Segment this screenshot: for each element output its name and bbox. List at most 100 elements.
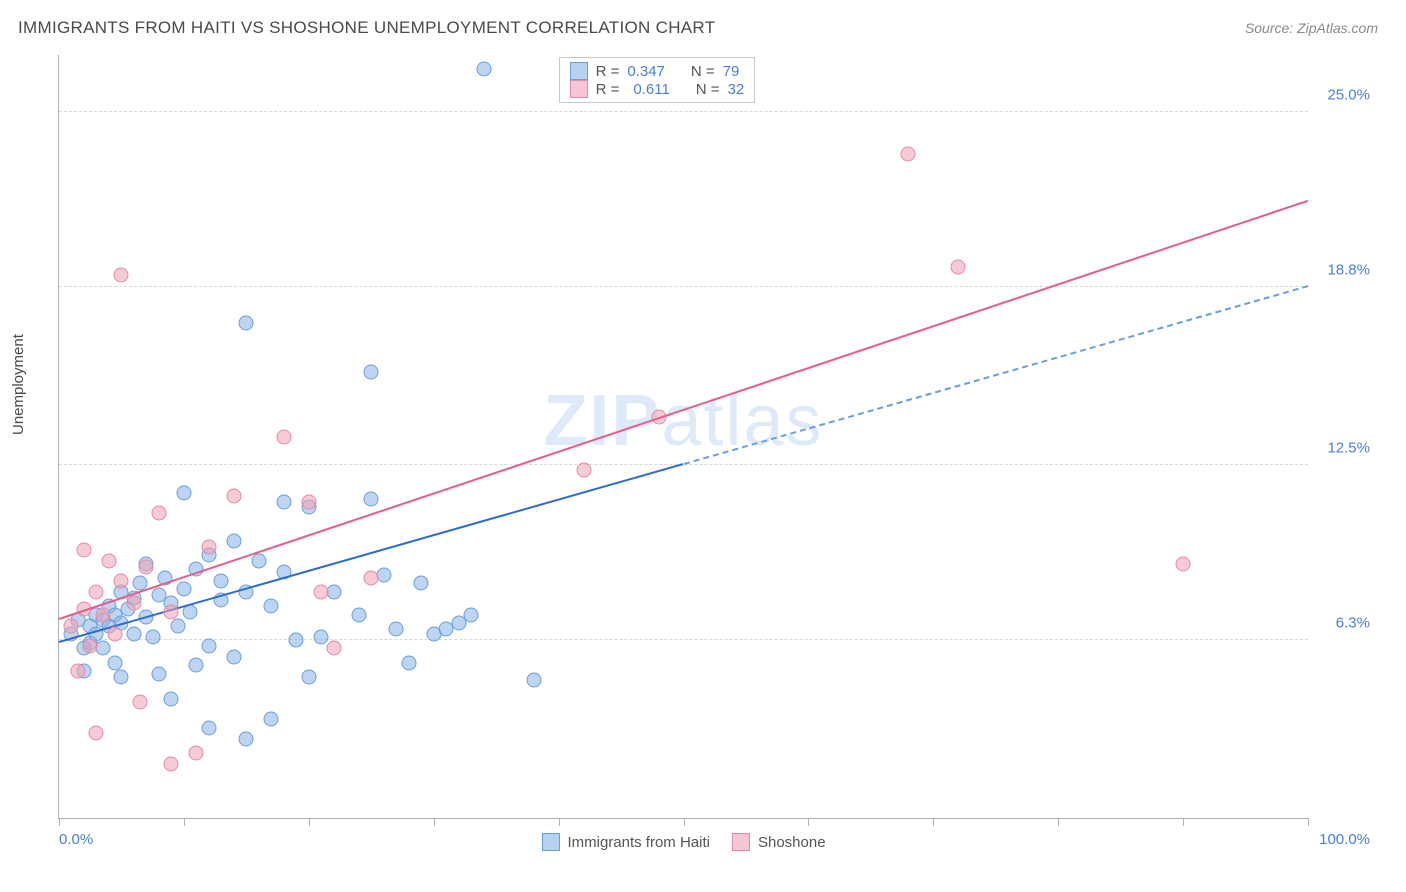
- data-point: [114, 573, 129, 588]
- data-point: [276, 429, 291, 444]
- data-point: [301, 669, 316, 684]
- legend-row-haiti: R = 0.347 N = 79: [570, 62, 745, 80]
- swatch-haiti: [570, 62, 588, 80]
- y-axis-label: Unemployment: [10, 334, 27, 435]
- plot-area: ZIPatlas R = 0.347 N = 79 R = 0.611 N = …: [58, 55, 1308, 819]
- data-point: [326, 641, 341, 656]
- data-point: [164, 692, 179, 707]
- data-point: [108, 627, 123, 642]
- data-point: [276, 494, 291, 509]
- data-point: [476, 62, 491, 77]
- legend-item-haiti: Immigrants from Haiti: [541, 833, 710, 851]
- data-point: [176, 582, 191, 597]
- data-point: [114, 669, 129, 684]
- data-point: [151, 505, 166, 520]
- trend-line: [59, 200, 1309, 620]
- data-point: [364, 491, 379, 506]
- data-point: [239, 731, 254, 746]
- x-tick: [184, 818, 185, 826]
- data-point: [951, 259, 966, 274]
- data-point: [126, 596, 141, 611]
- y-tick-label: 12.5%: [1327, 439, 1370, 456]
- data-point: [76, 542, 91, 557]
- x-tick: [59, 818, 60, 826]
- x-tick: [1308, 818, 1309, 826]
- data-point: [164, 604, 179, 619]
- series-legend: Immigrants from Haiti Shoshone: [541, 833, 825, 851]
- source-attribution: Source: ZipAtlas.com: [1245, 20, 1378, 36]
- data-point: [239, 316, 254, 331]
- data-point: [364, 570, 379, 585]
- data-point: [201, 539, 216, 554]
- data-point: [401, 655, 416, 670]
- data-point: [1176, 556, 1191, 571]
- data-point: [164, 757, 179, 772]
- data-point: [139, 559, 154, 574]
- x-tick: [1183, 818, 1184, 826]
- data-point: [251, 553, 266, 568]
- x-axis-min-label: 0.0%: [59, 831, 93, 848]
- data-point: [364, 364, 379, 379]
- data-point: [226, 534, 241, 549]
- data-point: [201, 720, 216, 735]
- data-point: [89, 726, 104, 741]
- gridline: [59, 111, 1308, 112]
- data-point: [201, 638, 216, 653]
- data-point: [351, 607, 366, 622]
- trend-line: [59, 463, 684, 643]
- data-point: [101, 553, 116, 568]
- data-point: [189, 658, 204, 673]
- correlation-legend: R = 0.347 N = 79 R = 0.611 N = 32: [559, 57, 756, 103]
- data-point: [108, 655, 123, 670]
- data-point: [576, 463, 591, 478]
- legend-item-shoshone: Shoshone: [732, 833, 826, 851]
- y-tick-label: 6.3%: [1336, 614, 1370, 631]
- data-point: [145, 630, 160, 645]
- chart-container: Unemployment ZIPatlas R = 0.347 N = 79 R…: [18, 55, 1378, 874]
- swatch-shoshone: [570, 80, 588, 98]
- swatch-haiti-icon: [541, 833, 559, 851]
- gridline: [59, 639, 1308, 640]
- data-point: [133, 695, 148, 710]
- x-tick: [933, 818, 934, 826]
- x-tick: [559, 818, 560, 826]
- data-point: [89, 584, 104, 599]
- data-point: [95, 607, 110, 622]
- data-point: [264, 712, 279, 727]
- x-axis-max-label: 100.0%: [1319, 831, 1370, 848]
- data-point: [314, 584, 329, 599]
- x-tick: [808, 818, 809, 826]
- data-point: [301, 494, 316, 509]
- data-point: [83, 638, 98, 653]
- data-point: [464, 607, 479, 622]
- data-point: [176, 486, 191, 501]
- data-point: [151, 666, 166, 681]
- data-point: [389, 621, 404, 636]
- swatch-shoshone-icon: [732, 833, 750, 851]
- data-point: [226, 488, 241, 503]
- data-point: [226, 649, 241, 664]
- legend-row-shoshone: R = 0.611 N = 32: [570, 80, 745, 98]
- data-point: [189, 746, 204, 761]
- data-point: [414, 576, 429, 591]
- trend-line: [683, 285, 1308, 465]
- y-tick-label: 25.0%: [1327, 86, 1370, 103]
- chart-title: IMMIGRANTS FROM HAITI VS SHOSHONE UNEMPL…: [18, 18, 715, 38]
- data-point: [314, 630, 329, 645]
- data-point: [70, 664, 85, 679]
- x-tick: [309, 818, 310, 826]
- watermark: ZIPatlas: [543, 380, 823, 462]
- x-tick: [684, 818, 685, 826]
- data-point: [526, 672, 541, 687]
- gridline: [59, 286, 1308, 287]
- x-tick: [434, 818, 435, 826]
- y-tick-label: 18.8%: [1327, 261, 1370, 278]
- data-point: [64, 618, 79, 633]
- data-point: [289, 632, 304, 647]
- x-tick: [1058, 818, 1059, 826]
- data-point: [214, 573, 229, 588]
- data-point: [114, 268, 129, 283]
- data-point: [264, 599, 279, 614]
- data-point: [126, 627, 141, 642]
- data-point: [170, 618, 185, 633]
